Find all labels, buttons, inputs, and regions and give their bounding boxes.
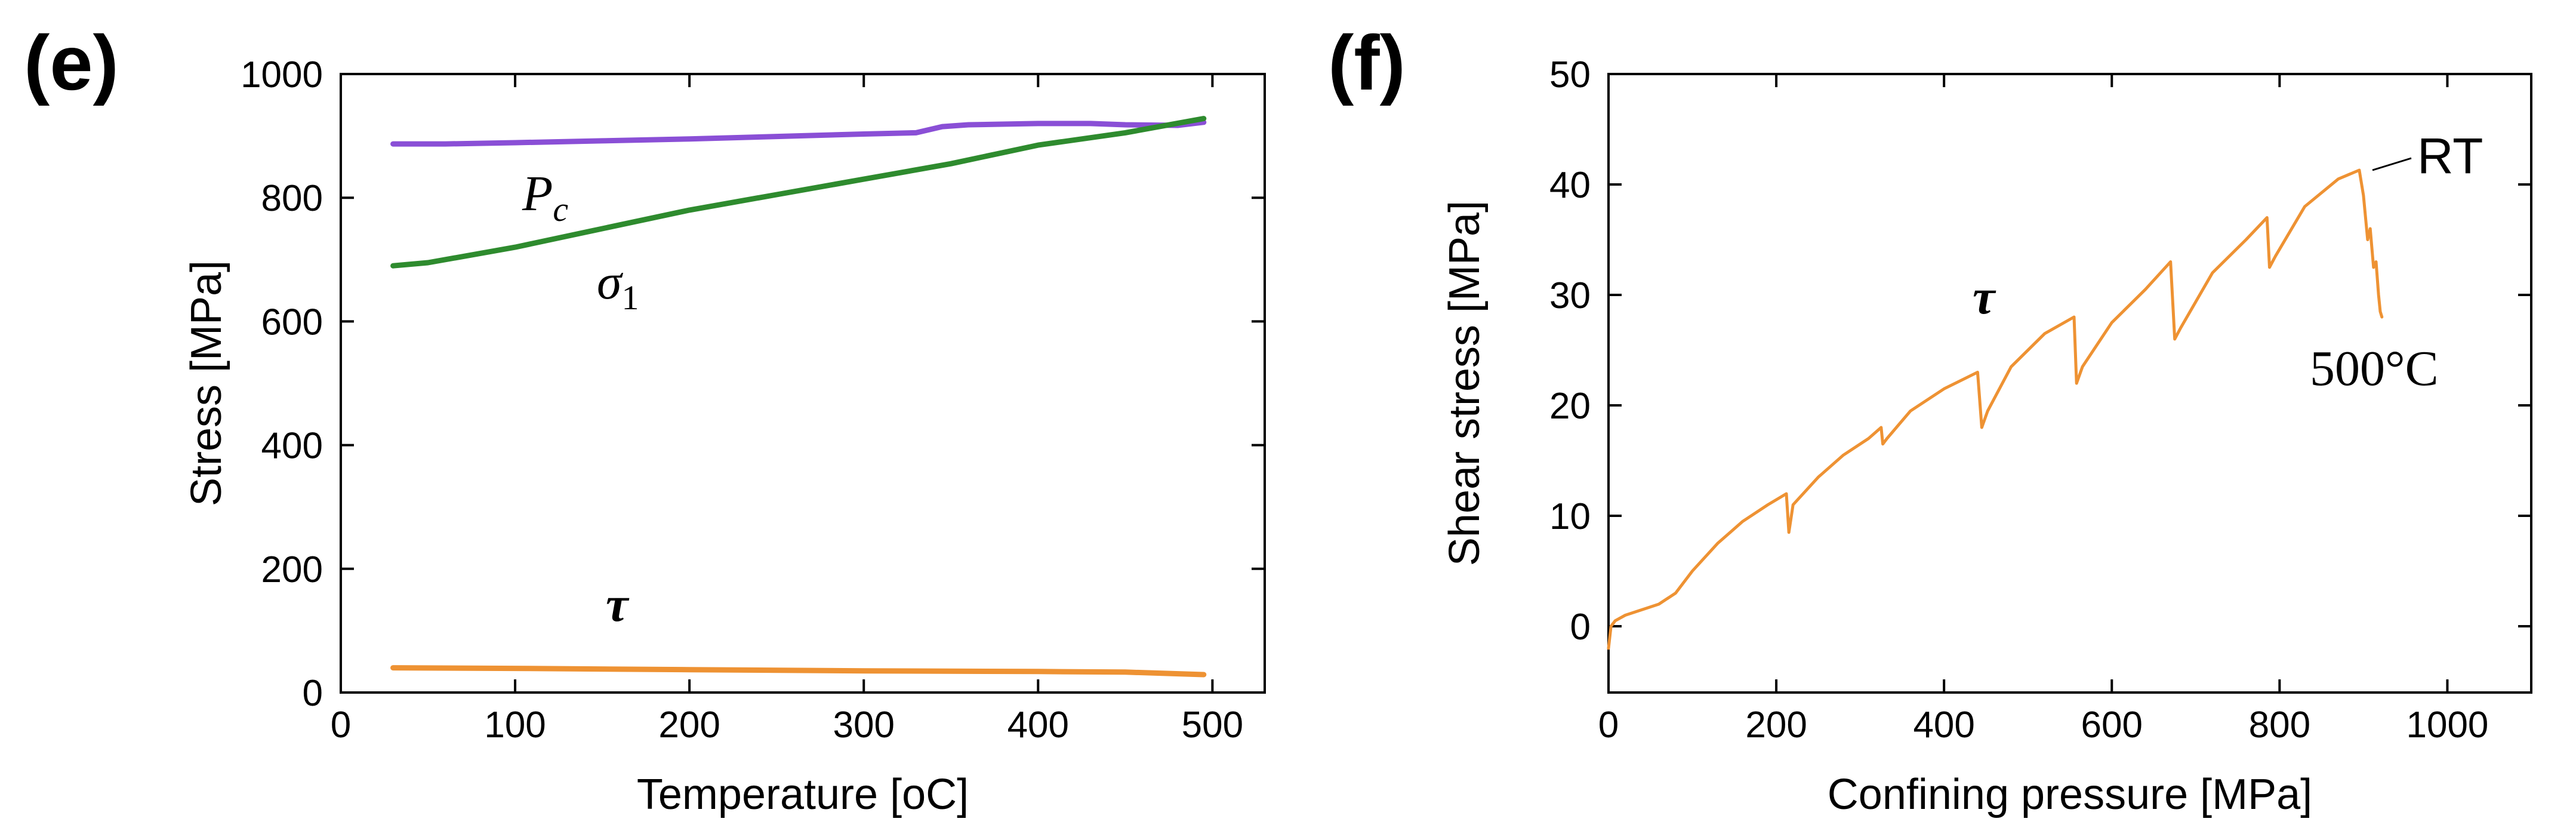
x-axis-ticks-f: 0 200 400 600 800 1000 [1598,74,2488,746]
y-tick-label: 10 [1549,496,1591,537]
y-axis-title-f: Shear stress [MPa] [1441,201,1489,566]
x-axis-ticks-e: 0 100 200 300 400 500 [331,74,1243,746]
x-tick-label: 1000 [2406,704,2488,746]
y-axis-ticks-e: 0 200 400 600 800 1000 [241,54,1265,714]
series-label-sigma1-sub: 1 [621,278,639,317]
series-group-f [1607,168,2384,650]
series-label-tau-e: τ [606,577,630,632]
y-tick-label: 0 [303,673,323,714]
rt-leader-line [2372,157,2412,171]
plot-frame-f [1607,73,2532,694]
x-tick-label: 0 [331,704,351,746]
y-tick-label: 40 [1549,165,1591,206]
series-label-sigma1: σ1 [597,254,639,317]
series-label-pc-sub: c [553,190,568,229]
y-tick-label: 50 [1549,54,1591,96]
y-tick-label: 1000 [241,54,323,96]
series-line-Pc [390,119,1207,147]
y-tick-label: 20 [1549,386,1591,427]
x-tick-label: 800 [2249,704,2310,746]
y-axis-ticks-f: 0 10 20 30 40 50 [1549,54,2531,648]
panel-f-shear-chart: (f) 0 200 400 600 800 1000 0 10 20 30 40 50 Confin… [1328,19,2532,818]
panel-label-f: (f) [1328,19,1406,106]
series-label-pc: Pc [522,166,568,229]
curve-label-tau-f: τ [1973,269,1996,325]
series-line-tau [390,665,1207,678]
series-line-tau [1607,168,2384,650]
x-tick-label: 200 [658,704,720,746]
x-axis-title-f: Confining pressure [MPa] [1828,771,2312,818]
x-tick-label: 600 [2081,704,2143,746]
series-line-sigma1 [390,116,1207,269]
x-tick-label: 400 [1913,704,1974,746]
annotation-rt: RT [2417,128,2483,184]
y-tick-label: 0 [1570,607,1591,648]
panel-label-e: (e) [24,19,119,106]
y-tick-label: 200 [261,549,323,590]
y-tick-label: 400 [261,426,323,467]
series-label-sigma1-main: σ [597,254,624,310]
panel-e-temperature-chart: (e) 0 100 200 300 400 500 0 200 400 600 800 1000 T… [24,19,1266,818]
x-tick-label: 100 [484,704,546,746]
y-tick-label: 800 [261,178,323,219]
x-axis-title-e: Temperature [oC] [637,771,969,818]
x-tick-label: 400 [1007,704,1069,746]
plot-frame-e [340,73,1266,694]
y-tick-label: 600 [261,301,323,343]
series-group-e [390,116,1207,678]
y-axis-title-e: Stress [MPa] [183,260,230,506]
x-tick-label: 500 [1182,704,1243,746]
annotation-500c: 500°C [2310,341,2439,396]
x-tick-label: 300 [833,704,894,746]
y-tick-label: 30 [1549,275,1591,316]
x-tick-label: 0 [1598,704,1619,746]
x-tick-label: 200 [1745,704,1807,746]
series-label-pc-main: P [522,166,553,221]
